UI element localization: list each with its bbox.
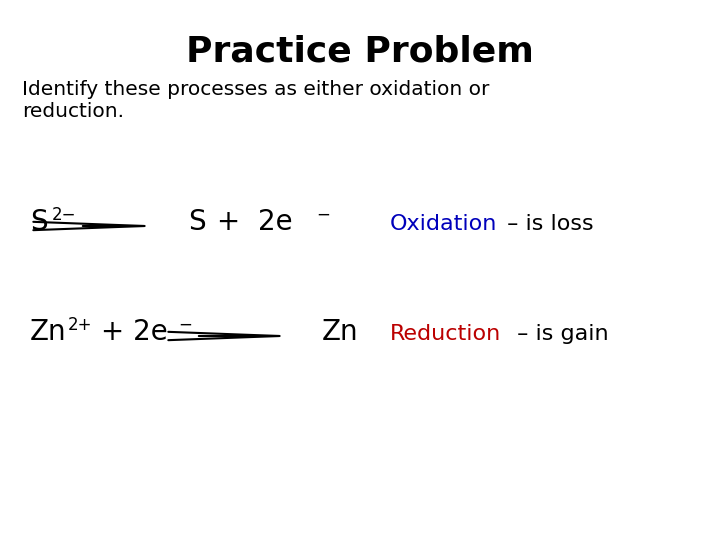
Text: Oxidation: Oxidation [390, 214, 498, 234]
Text: Zn: Zn [322, 318, 359, 346]
Text: Zn: Zn [30, 318, 67, 346]
Text: Reduction: Reduction [390, 324, 501, 344]
Text: S: S [188, 208, 206, 236]
Text: −: − [178, 316, 192, 334]
Text: +  2e: + 2e [208, 208, 292, 236]
Text: −: − [316, 206, 330, 224]
Text: Practice Problem: Practice Problem [186, 35, 534, 69]
Text: + 2e: + 2e [92, 318, 168, 346]
Text: 2+: 2+ [68, 316, 92, 334]
Text: Identify these processes as either oxidation or: Identify these processes as either oxida… [22, 80, 490, 99]
Text: – is gain: – is gain [510, 324, 608, 344]
Text: S: S [30, 208, 48, 236]
Text: reduction.: reduction. [22, 102, 124, 121]
Text: 2−: 2− [52, 206, 76, 224]
Text: – is loss: – is loss [500, 214, 593, 234]
